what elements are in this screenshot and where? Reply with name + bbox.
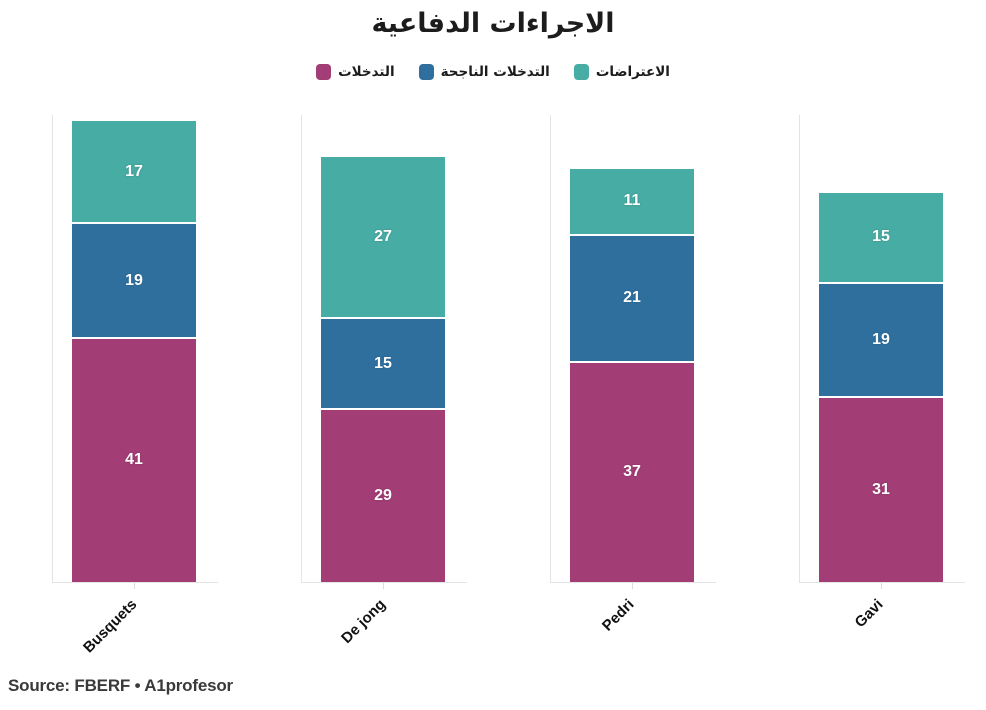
segment-value-label: 37 xyxy=(623,463,641,481)
segment-value-label: 11 xyxy=(623,192,641,210)
chart-legend: التدخلات التدخلات الناجحة الاعتراضات xyxy=(0,64,986,80)
x-axis-label: De jong xyxy=(338,596,390,647)
x-axis-tick xyxy=(134,583,135,589)
segment-value-label: 15 xyxy=(872,228,890,246)
bar-segment: 37 xyxy=(570,362,694,582)
bar-segment: 41 xyxy=(72,338,196,582)
bar-segment: 17 xyxy=(72,121,196,223)
segment-value-label: 29 xyxy=(374,487,392,505)
facet-gavi: 31 19 15 Gavi xyxy=(799,0,965,710)
bar-segment: 31 xyxy=(819,398,943,582)
x-axis-baseline xyxy=(52,582,218,583)
segment-value-label: 41 xyxy=(125,451,143,469)
legend-swatch-icon xyxy=(418,64,434,80)
y-axis-line xyxy=(799,115,800,583)
x-axis-tick xyxy=(881,583,882,589)
x-axis-label: Busquets xyxy=(79,596,141,657)
legend-label: التدخلات xyxy=(338,64,395,80)
y-axis-line xyxy=(301,115,302,583)
legend-item: التدخلات xyxy=(316,64,395,80)
facet-busquets: 41 19 17 Busquets xyxy=(52,0,218,710)
legend-label: التدخلات الناجحة xyxy=(440,64,550,80)
facet-de-jong: 29 15 27 De jong xyxy=(301,0,467,710)
page-title: الاجراءات الدفاعية xyxy=(371,8,615,39)
segment-value-label: 17 xyxy=(125,162,143,180)
y-axis-line xyxy=(550,115,551,583)
bar-segment: 19 xyxy=(72,224,196,337)
legend-swatch-icon xyxy=(316,64,332,80)
x-axis-baseline xyxy=(301,582,467,583)
x-axis-tick xyxy=(632,583,633,589)
bar-segment: 15 xyxy=(819,192,943,282)
legend-label: الاعتراضات xyxy=(595,64,670,80)
legend-item: الاعتراضات xyxy=(573,64,670,80)
segment-value-label: 21 xyxy=(623,289,641,307)
segment-value-label: 15 xyxy=(374,354,392,372)
bar-segment: 21 xyxy=(570,236,694,361)
bar-segment: 11 xyxy=(570,168,694,235)
x-axis-baseline xyxy=(550,582,716,583)
source-credit: Source: FBERF • A1profesor xyxy=(8,676,233,695)
y-axis-line xyxy=(52,115,53,583)
facet-pedri: 37 21 11 Pedri xyxy=(550,0,716,710)
segment-value-label: 19 xyxy=(125,271,143,289)
legend-swatch-icon xyxy=(573,64,589,80)
x-axis-label: Pedri xyxy=(599,596,639,635)
x-axis-tick xyxy=(383,583,384,589)
bar-segment: 29 xyxy=(321,410,445,582)
segment-value-label: 19 xyxy=(872,330,890,348)
x-axis-baseline xyxy=(799,582,965,583)
segment-value-label: 27 xyxy=(374,228,392,246)
bar-segment: 15 xyxy=(321,319,445,409)
segment-value-label: 31 xyxy=(872,481,890,499)
x-axis-label: Gavi xyxy=(851,596,888,632)
bar-segment: 27 xyxy=(321,156,445,318)
legend-item: التدخلات الناجحة xyxy=(418,64,550,80)
bar-segment: 19 xyxy=(819,283,943,397)
